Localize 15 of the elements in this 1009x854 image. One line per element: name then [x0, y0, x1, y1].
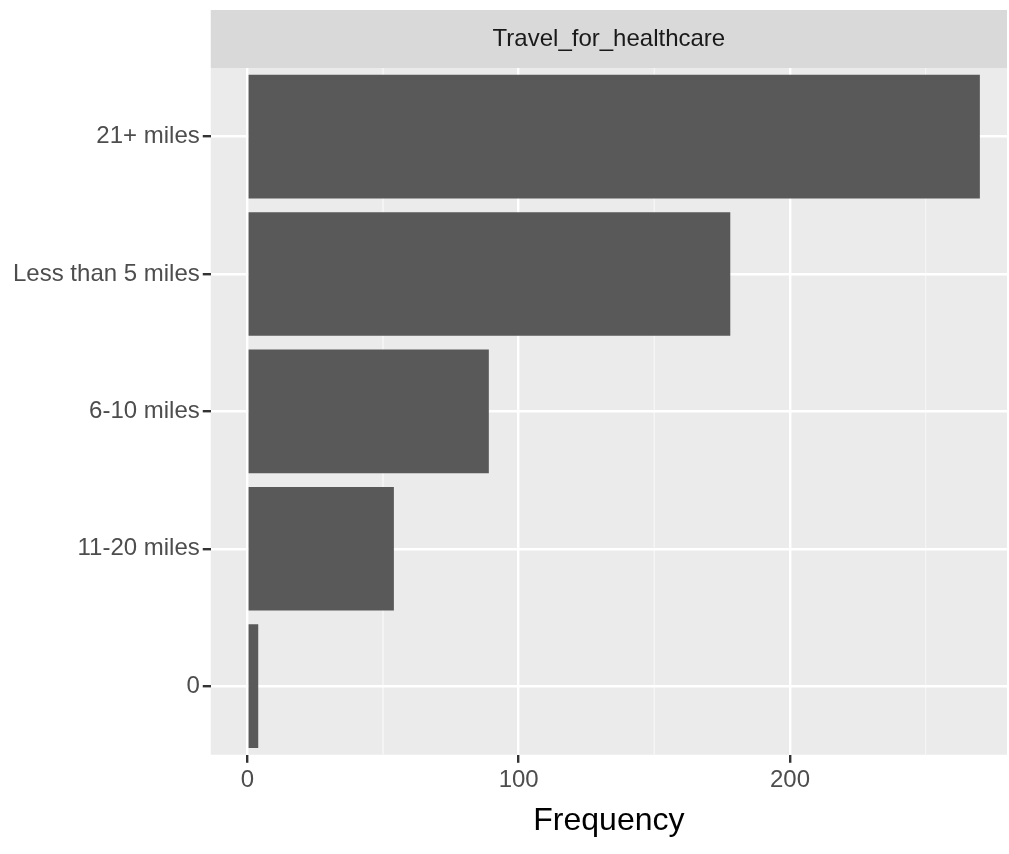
y-tick-label: 21+ miles: [96, 121, 200, 149]
x-tick-label: 100: [498, 764, 539, 792]
bar: [248, 212, 731, 336]
x-axis-title: Frequency: [533, 800, 685, 837]
bar: [248, 624, 259, 748]
bar: [248, 486, 394, 611]
y-tick-label: 0: [186, 670, 200, 698]
x-tick-label: 200: [769, 764, 810, 792]
y-tick-label: Less than 5 miles: [13, 258, 200, 286]
chart-title: Travel_for_healthcare: [492, 23, 726, 51]
y-tick-label: 6-10 miles: [89, 396, 200, 424]
x-tick-label: 0: [240, 764, 255, 792]
bar: [248, 74, 980, 199]
y-tick-label: 11-20 miles: [77, 533, 200, 561]
bar: [248, 349, 489, 474]
